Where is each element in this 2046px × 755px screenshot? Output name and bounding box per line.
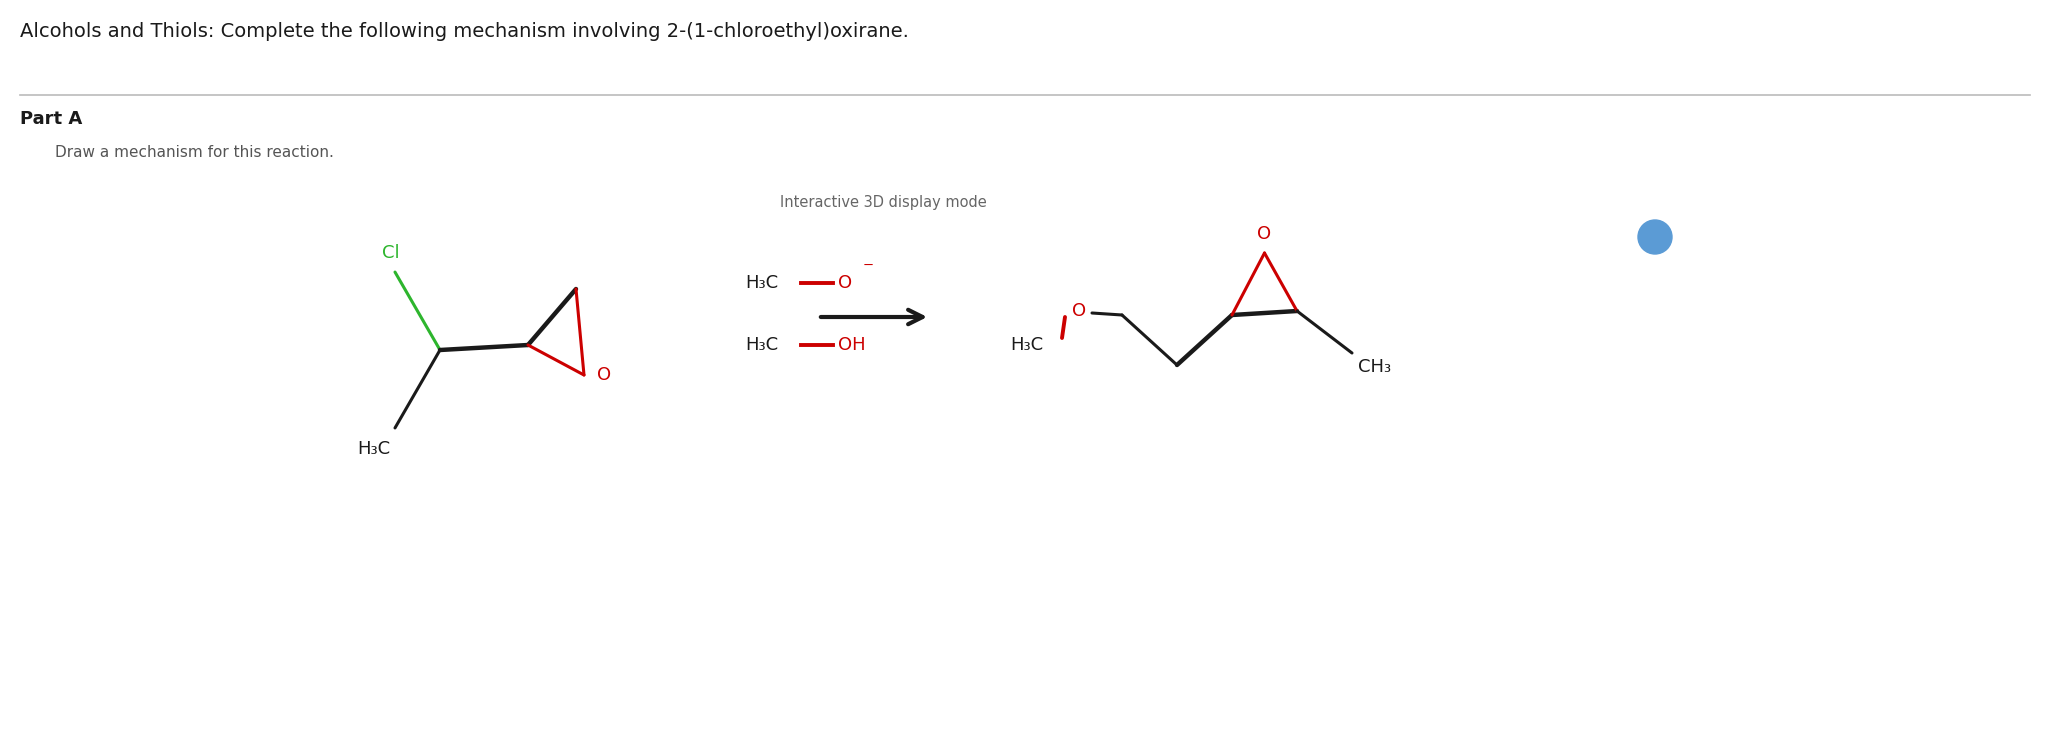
Text: Cl: Cl xyxy=(383,244,399,262)
Text: Part A: Part A xyxy=(20,110,82,128)
Text: O: O xyxy=(1072,302,1086,320)
Text: CH₃: CH₃ xyxy=(1359,358,1391,376)
Text: Draw a mechanism for this reaction.: Draw a mechanism for this reaction. xyxy=(55,145,333,160)
Text: −: − xyxy=(863,258,874,272)
Text: Interactive 3D display mode: Interactive 3D display mode xyxy=(780,195,986,210)
Text: O: O xyxy=(597,366,612,384)
Circle shape xyxy=(1639,220,1672,254)
Text: O: O xyxy=(1258,225,1271,243)
Text: H₃C: H₃C xyxy=(745,274,777,292)
Text: O: O xyxy=(839,274,851,292)
Text: H₃C: H₃C xyxy=(1011,336,1043,354)
Text: Alcohols and Thiols: Complete the following mechanism involving 2-(1-chloroethyl: Alcohols and Thiols: Complete the follow… xyxy=(20,22,908,41)
Text: H₃C: H₃C xyxy=(745,336,777,354)
Text: i: i xyxy=(1653,230,1657,244)
Text: OH: OH xyxy=(839,336,865,354)
Text: H₃C: H₃C xyxy=(356,440,391,458)
